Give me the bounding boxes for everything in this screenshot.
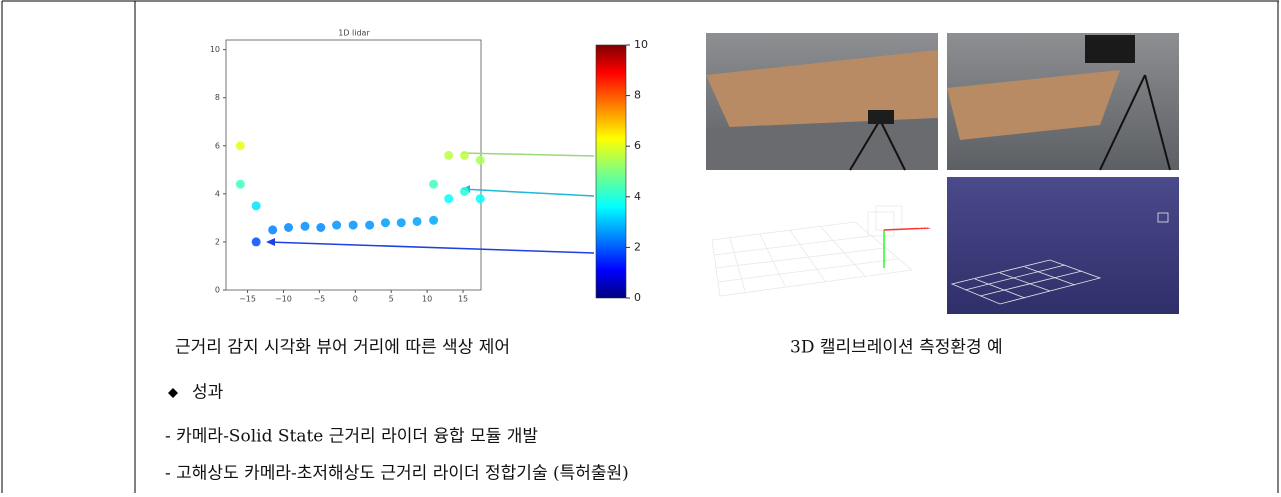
point — [365, 220, 375, 230]
point — [396, 218, 406, 228]
caption-left: 근거리 감지 시각화 뷰어 거리에 따른 색상 제어 — [175, 338, 510, 358]
photos — [706, 33, 1179, 314]
x-tick-label: −5 — [313, 295, 325, 304]
y-tick-label: 0 — [215, 286, 220, 295]
x-tick-label: 10 — [422, 295, 432, 304]
point — [251, 201, 261, 211]
point — [475, 155, 485, 165]
y-tick-label: 10 — [210, 45, 220, 54]
point — [268, 225, 278, 235]
colorbar-tick-label: 4 — [634, 190, 641, 203]
x-tick-label: −15 — [239, 295, 256, 304]
point — [251, 237, 261, 247]
plot-frame — [225, 39, 482, 291]
y-tick-label: 6 — [215, 141, 220, 150]
point — [429, 179, 439, 189]
point — [235, 179, 245, 189]
x-tick-label: 5 — [389, 295, 394, 304]
chart-title: 1D lidar — [338, 29, 370, 38]
point — [475, 194, 485, 204]
result-item: - 고해상도 카메라-초저해상도 근거리 라이더 정합기술 (특허출원) — [165, 464, 629, 484]
point — [459, 150, 469, 160]
y-tick-label: 2 — [215, 237, 220, 246]
colorbar — [595, 44, 627, 299]
point — [316, 223, 326, 232]
point — [332, 220, 342, 230]
caption-right: 3D 캘리브레이션 측정환경 예 — [790, 338, 1003, 358]
x-tick-label: −10 — [275, 295, 292, 304]
point — [380, 218, 390, 228]
x-tick-label: 0 — [353, 295, 358, 304]
results-heading: 성과 — [192, 383, 224, 403]
point — [429, 215, 439, 225]
result-item: - 카메라-Solid State 근거리 라이더 융합 모듈 개발 — [165, 427, 538, 447]
point — [444, 150, 454, 160]
point — [348, 220, 358, 230]
overlay-label: Camera Origin — [887, 222, 938, 230]
point — [283, 223, 293, 232]
colorbar-tick-label: 6 — [634, 139, 641, 152]
bullet — [168, 388, 178, 398]
y-tick-label: 8 — [215, 93, 220, 102]
x-tick-label: 15 — [458, 295, 468, 304]
point — [300, 221, 310, 231]
colorbar-tick-label: 8 — [634, 89, 641, 102]
point — [444, 194, 454, 204]
y-tick-label: 4 — [215, 189, 220, 198]
colorbar-tick-label: 10 — [634, 38, 648, 51]
colorbar-tick-label: 0 — [634, 291, 641, 304]
point — [412, 216, 422, 226]
colorbar-tick-label: 2 — [634, 240, 641, 253]
point — [459, 186, 469, 196]
point — [235, 141, 245, 151]
arrows — [266, 152, 595, 254]
